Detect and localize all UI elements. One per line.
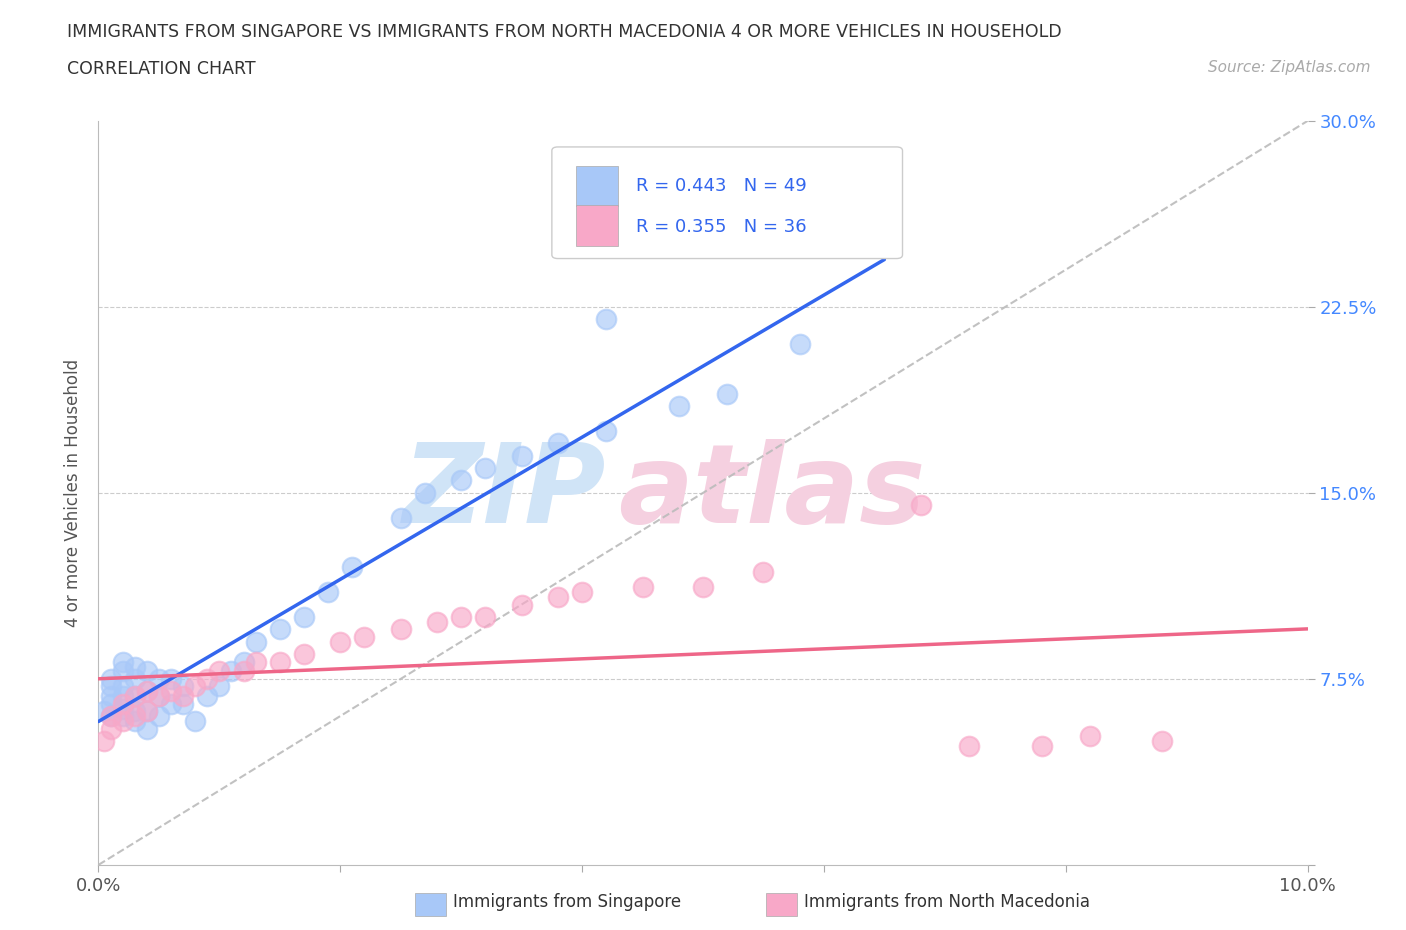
Point (208, 679, 231, 694)
Point (111, 679, 134, 694)
Point (957, 738, 980, 753)
Point (135, 721, 157, 736)
Point (716, 386, 738, 401)
Point (148, 689, 170, 704)
Point (389, 622, 412, 637)
Text: atlas: atlas (619, 439, 925, 547)
Text: ZIP: ZIP (402, 439, 606, 547)
Point (111, 664, 134, 679)
Text: IMMIGRANTS FROM SINGAPORE VS IMMIGRANTS FROM NORTH MACEDONIA 4 OR MORE VEHICLES : IMMIGRANTS FROM SINGAPORE VS IMMIGRANTS … (67, 23, 1062, 41)
Point (100, 689, 122, 704)
Point (232, 664, 254, 679)
Point (547, 436, 569, 451)
Point (245, 634, 267, 649)
Text: Immigrants from North Macedonia: Immigrants from North Macedonia (804, 893, 1090, 911)
FancyBboxPatch shape (576, 166, 619, 206)
Point (135, 684, 157, 698)
Text: Immigrants from Singapore: Immigrants from Singapore (453, 893, 681, 911)
Point (474, 460, 496, 475)
Point (510, 448, 533, 463)
Point (148, 689, 170, 704)
Point (100, 671, 122, 686)
Point (232, 654, 254, 669)
Point (547, 590, 569, 604)
Point (111, 701, 134, 716)
Point (195, 671, 218, 686)
Point (111, 697, 134, 711)
Point (93, 704, 115, 719)
Point (668, 399, 690, 414)
Text: CORRELATION CHART: CORRELATION CHART (67, 60, 256, 78)
Point (474, 609, 496, 624)
Point (124, 671, 146, 686)
Point (595, 423, 617, 438)
Point (148, 709, 170, 724)
Point (135, 664, 157, 679)
Point (269, 654, 291, 669)
Point (692, 579, 714, 594)
Point (111, 689, 134, 704)
Point (329, 634, 352, 649)
Point (450, 609, 472, 624)
Point (100, 709, 122, 724)
Point (172, 689, 194, 704)
Point (342, 560, 364, 575)
Point (269, 622, 291, 637)
Point (595, 312, 617, 326)
Point (389, 511, 412, 525)
Text: R = 0.355   N = 36: R = 0.355 N = 36 (637, 218, 807, 235)
Point (135, 704, 157, 719)
Point (571, 585, 593, 600)
Point (450, 473, 472, 488)
Y-axis label: 4 or more Vehicles in Household: 4 or more Vehicles in Household (63, 359, 82, 627)
Point (93, 734, 115, 749)
Text: R = 0.443   N = 49: R = 0.443 N = 49 (637, 178, 807, 195)
Point (184, 679, 207, 694)
Point (510, 597, 533, 612)
Point (910, 498, 932, 512)
Point (245, 654, 267, 669)
Point (124, 689, 146, 704)
Point (292, 609, 315, 624)
Point (292, 646, 315, 661)
Point (1152, 734, 1174, 749)
Point (208, 664, 231, 679)
Point (100, 697, 122, 711)
Point (100, 679, 122, 694)
Point (135, 684, 157, 698)
FancyBboxPatch shape (551, 147, 903, 259)
Text: Source: ZipAtlas.com: Source: ZipAtlas.com (1208, 60, 1371, 75)
Point (148, 671, 170, 686)
Point (111, 709, 134, 724)
Point (124, 713, 146, 728)
Point (631, 579, 654, 594)
Point (172, 697, 194, 711)
FancyBboxPatch shape (576, 205, 619, 246)
Point (789, 337, 811, 352)
Point (316, 585, 339, 600)
Point (124, 659, 146, 674)
Point (160, 697, 183, 711)
Point (124, 689, 146, 704)
Point (426, 615, 449, 630)
Point (100, 709, 122, 724)
Point (752, 565, 775, 579)
Point (111, 713, 134, 728)
Point (111, 654, 134, 669)
Point (221, 664, 243, 679)
Point (353, 630, 375, 644)
Point (413, 485, 436, 500)
Point (124, 704, 146, 719)
Point (160, 671, 183, 686)
Point (172, 679, 194, 694)
Point (100, 721, 122, 736)
Point (184, 713, 207, 728)
Point (135, 704, 157, 719)
Point (1031, 738, 1053, 753)
Point (124, 709, 146, 724)
Point (195, 689, 218, 704)
Point (1078, 728, 1101, 743)
Point (160, 684, 183, 698)
